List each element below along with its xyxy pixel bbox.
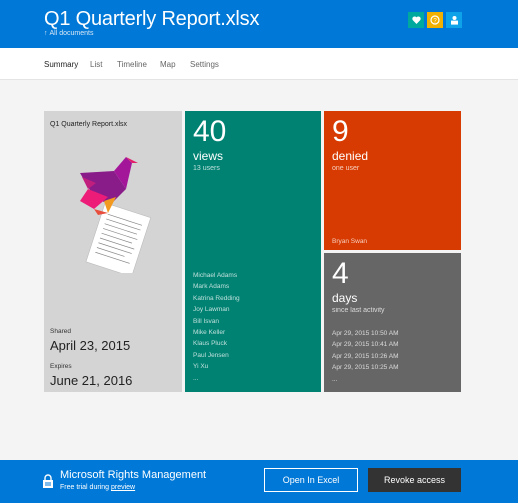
list-item: Joy Lawman bbox=[193, 306, 230, 314]
help-icon[interactable]: ? bbox=[427, 12, 443, 28]
days-unit: days bbox=[332, 291, 358, 305]
shared-date: April 23, 2015 bbox=[50, 338, 131, 353]
views-unit: views bbox=[193, 149, 224, 163]
user-icon[interactable] bbox=[446, 12, 462, 28]
list-item: Apr 29, 2015 10:41 AM bbox=[332, 341, 399, 349]
back-link-label: All documents bbox=[49, 30, 94, 37]
list-item: Klaus Pluck bbox=[193, 340, 227, 348]
denied-unit: denied bbox=[332, 149, 369, 163]
days-since: since last activity bbox=[332, 307, 385, 314]
days-tile[interactable]: 4 days since last activity Apr 29, 2015 … bbox=[324, 253, 461, 392]
list-item: Paul Jensen bbox=[193, 351, 229, 359]
tab-bar: Summary List Timeline Map Settings bbox=[0, 48, 518, 80]
list-item: Michael Adams bbox=[193, 271, 238, 279]
expires-label: Expires bbox=[50, 363, 72, 370]
open-in-excel-button[interactable]: Open In Excel bbox=[264, 468, 358, 492]
tab-summary[interactable]: Summary bbox=[44, 60, 79, 69]
tab-map[interactable]: Map bbox=[160, 60, 176, 69]
svg-text:?: ? bbox=[433, 18, 437, 24]
days-count: 4 bbox=[332, 257, 349, 290]
denied-users: one user bbox=[332, 165, 360, 172]
page-title: Q1 Quarterly Report.xlsx bbox=[44, 8, 260, 30]
list-item: Katrina Redding bbox=[193, 294, 240, 302]
preview-link[interactable]: preview bbox=[110, 484, 136, 491]
back-link[interactable]: ↑ All documents bbox=[44, 30, 93, 37]
list-item: Yi Xu bbox=[193, 363, 209, 371]
list-item: ... bbox=[193, 374, 199, 382]
denied-count: 9 bbox=[332, 115, 349, 148]
product-name: Microsoft Rights Management bbox=[60, 469, 207, 481]
list-item: Apr 29, 2015 10:50 AM bbox=[332, 329, 399, 337]
tab-timeline[interactable]: Timeline bbox=[117, 60, 147, 69]
list-item: Mike Keller bbox=[193, 328, 226, 336]
app-header: Q1 Quarterly Report.xlsx ↑ All documents … bbox=[0, 0, 518, 48]
trial-text: Free trial during bbox=[60, 484, 110, 491]
document-tile: Q1 Quarterly Report.xlsx Shared A bbox=[44, 111, 182, 392]
list-item: Bill Isvan bbox=[193, 317, 220, 325]
arrow-up-icon: ↑ bbox=[44, 30, 48, 37]
list-item: Apr 29, 2015 10:25 AM bbox=[332, 364, 399, 372]
activity-list: Apr 29, 2015 10:50 AM Apr 29, 2015 10:41… bbox=[332, 328, 399, 385]
shared-label: Shared bbox=[50, 328, 71, 335]
list-item: Mark Adams bbox=[193, 283, 230, 291]
denied-tile[interactable]: 9 denied one user Bryan Swan bbox=[324, 111, 461, 250]
denied-user-name: Bryan Swan bbox=[332, 238, 368, 245]
list-item: ... bbox=[332, 375, 338, 383]
document-filename: Q1 Quarterly Report.xlsx bbox=[50, 121, 128, 128]
views-tile[interactable]: 40 views 13 users Michael Adams Mark Ada… bbox=[185, 111, 321, 392]
bird-document-illustration bbox=[80, 157, 152, 273]
header-icons: ? bbox=[408, 12, 462, 28]
list-item: Apr 29, 2015 10:26 AM bbox=[332, 352, 399, 360]
lock-icon bbox=[43, 474, 53, 488]
viewer-list: Michael Adams Mark Adams Katrina Redding… bbox=[193, 270, 240, 384]
expires-date: June 21, 2016 bbox=[50, 373, 133, 388]
revoke-access-button[interactable]: Revoke access bbox=[368, 468, 461, 492]
tab-settings[interactable]: Settings bbox=[190, 60, 219, 69]
trial-notice: Free trial during preview bbox=[60, 484, 135, 491]
tab-list[interactable]: List bbox=[90, 60, 103, 69]
heart-icon[interactable] bbox=[408, 12, 424, 28]
views-count: 40 bbox=[193, 115, 227, 148]
views-users: 13 users bbox=[193, 165, 220, 172]
